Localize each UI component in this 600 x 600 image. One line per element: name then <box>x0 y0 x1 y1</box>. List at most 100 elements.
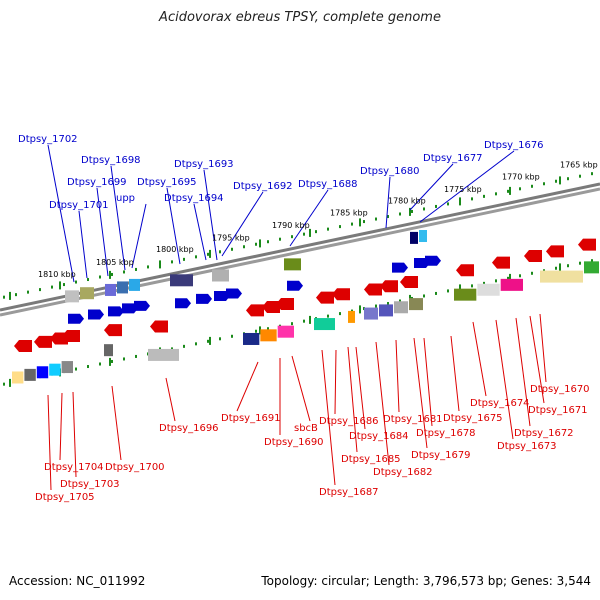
reverse-gene-arrow <box>456 264 474 277</box>
gene-label-Dtpsy_1701: Dtpsy_1701 <box>49 200 109 211</box>
gene-block <box>364 307 378 320</box>
forward-gene-arrow <box>287 280 303 291</box>
gene-leader-line <box>419 150 515 223</box>
gene-label-Dtpsy_1684: Dtpsy_1684 <box>349 431 409 442</box>
kbp-label: 1765 kbp <box>560 160 598 169</box>
gene-block <box>348 310 355 323</box>
gene-leader-line <box>96 187 109 277</box>
gene-block <box>65 290 79 303</box>
reverse-gene-arrow <box>492 256 510 269</box>
gene-block <box>243 332 260 345</box>
gene-label-Dtpsy_1677: Dtpsy_1677 <box>423 153 483 164</box>
gene-leader-line <box>355 346 366 430</box>
gene-label-Dtpsy_1679: Dtpsy_1679 <box>411 450 471 461</box>
gene-label-Dtpsy_1696: Dtpsy_1696 <box>159 423 219 434</box>
forward-gene-arrow <box>88 309 104 320</box>
gene-block <box>12 371 24 384</box>
gene-block <box>105 283 116 296</box>
gene-leader-line <box>291 355 311 422</box>
gene-label-Dtpsy_1682: Dtpsy_1682 <box>373 467 433 478</box>
gene-block <box>148 348 179 361</box>
reverse-gene-arrow <box>262 300 280 313</box>
gene-label-Dtpsy_1671: Dtpsy_1671 <box>528 405 588 416</box>
gene-label-Dtpsy_1694: Dtpsy_1694 <box>164 193 224 204</box>
forward-gene-arrow <box>68 313 84 324</box>
gene-leader-line <box>495 319 514 440</box>
gene-label-Dtpsy_1699: Dtpsy_1699 <box>67 177 127 188</box>
gene-leader-line <box>47 394 52 491</box>
gene-label-Dtpsy_1674: Dtpsy_1674 <box>470 398 530 409</box>
gene-block <box>80 287 94 300</box>
gene-label-Dtpsy_1690: Dtpsy_1690 <box>264 437 324 448</box>
gene-label-Dtpsy_1676: Dtpsy_1676 <box>484 140 544 151</box>
kbp-label: 1795 kbp <box>212 233 250 242</box>
gene-block <box>49 363 61 376</box>
gene-block <box>500 278 523 291</box>
gene-label-Dtpsy_1700: Dtpsy_1700 <box>105 462 165 473</box>
gene-label-Dtpsy_1686: Dtpsy_1686 <box>319 416 379 427</box>
kbp-label: 1790 kbp <box>272 221 310 230</box>
gene-leader-line <box>472 321 487 397</box>
reverse-gene-arrow <box>578 238 596 251</box>
forward-gene-arrow <box>108 306 124 317</box>
gene-leader-line <box>347 346 358 453</box>
gene-leader-line <box>72 391 77 478</box>
gene-block <box>260 329 277 342</box>
gene-leader-line <box>334 349 337 415</box>
forward-gene-arrow <box>425 255 441 266</box>
gene-leader-line <box>203 169 218 261</box>
gene-label-Dtpsy_1680: Dtpsy_1680 <box>360 166 420 177</box>
gene-block <box>24 368 36 381</box>
gene-leader-line <box>539 313 547 383</box>
gene-leader-line <box>450 335 460 412</box>
gene-leader-line <box>375 341 390 466</box>
backbone-line <box>0 182 600 312</box>
gene-leader-line <box>221 191 264 257</box>
gene-block <box>394 301 408 314</box>
reverse-gene-arrow <box>380 280 398 293</box>
gene-leader-line <box>131 203 147 269</box>
gene-leader-line <box>236 361 259 412</box>
gene-leader-line <box>78 210 88 279</box>
forward-gene-arrow <box>226 288 242 299</box>
gene-block <box>584 261 599 274</box>
gene-label-Dtpsy_1692: Dtpsy_1692 <box>233 181 293 192</box>
gene-label-Dtpsy_1698: Dtpsy_1698 <box>81 155 141 166</box>
gene-leader-line <box>59 392 63 461</box>
gene-block <box>314 318 335 331</box>
gene-label-sbcB: sbcB <box>294 423 318 434</box>
gene-block <box>212 269 229 282</box>
reverse-gene-arrow <box>62 329 80 342</box>
gene-block <box>36 366 49 379</box>
gene-label-Dtpsy_1675: Dtpsy_1675 <box>443 413 503 424</box>
gene-leader-line <box>529 315 545 404</box>
gene-block <box>540 270 583 283</box>
gene-block <box>454 288 477 301</box>
forward-gene-arrow <box>196 293 212 304</box>
gene-label-Dtpsy_1703: Dtpsy_1703 <box>60 479 120 490</box>
gene-label-Dtpsy_1691: Dtpsy_1691 <box>221 413 281 424</box>
gene-leader-line <box>193 203 207 261</box>
gene-label-Dtpsy_1673: Dtpsy_1673 <box>497 441 557 452</box>
gene-label-upp: upp <box>116 193 135 204</box>
gene-block <box>61 361 73 374</box>
gene-block <box>477 283 500 296</box>
gene-label-Dtpsy_1687: Dtpsy_1687 <box>319 487 379 498</box>
reverse-gene-arrow <box>364 283 382 296</box>
gene-leader-line <box>413 337 428 449</box>
reverse-gene-arrow <box>276 298 294 311</box>
gene-block <box>284 258 301 271</box>
reverse-gene-arrow <box>332 288 350 301</box>
gene-label-Dtpsy_1688: Dtpsy_1688 <box>298 179 358 190</box>
backbone-line <box>0 187 600 317</box>
gene-leader-line <box>515 317 531 427</box>
reverse-gene-arrow <box>400 276 418 288</box>
reverse-gene-arrow <box>150 320 168 333</box>
gene-block <box>117 281 128 294</box>
gene-leader-line <box>423 337 433 427</box>
gene-block <box>104 344 113 357</box>
gene-label-Dtpsy_1672: Dtpsy_1672 <box>514 428 574 439</box>
reverse-gene-arrow <box>546 245 564 258</box>
kbp-label: 1785 kbp <box>330 209 368 218</box>
